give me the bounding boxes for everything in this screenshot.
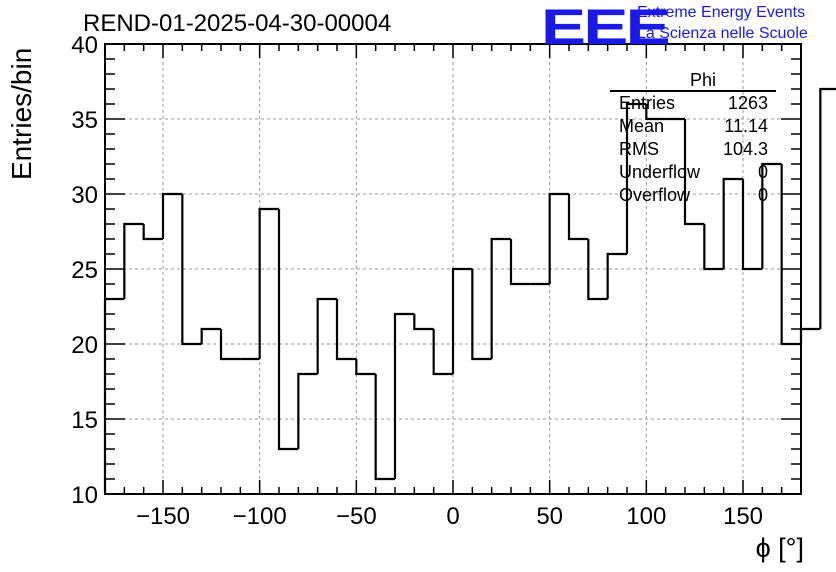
histogram-bin [219, 329, 241, 361]
stats-title: Phi [689, 70, 716, 90]
histogram-bin [277, 209, 299, 451]
x-tick-label: −50 [336, 503, 377, 530]
histogram-bin [432, 329, 453, 376]
histogram-bin [181, 194, 202, 346]
stats-label: Entries [619, 93, 676, 113]
histogram-bin [258, 207, 279, 359]
stats-divider [610, 90, 776, 92]
stats-row-mean: Mean 11.14 [610, 115, 776, 138]
chart-title: REND-01-2025-04-30-00004 [83, 10, 392, 37]
logo-line-2: La Scienza nelle Scuole [637, 25, 808, 42]
x-axis-label: ϕ [°] [755, 533, 804, 563]
stats-row-entries: Entries 1263 [610, 92, 776, 115]
histogram-bin [819, 87, 836, 329]
y-tick-label: 40 [71, 32, 98, 59]
y-tick-label: 15 [71, 407, 98, 434]
histogram-bin [722, 177, 743, 269]
y-tick-label: 35 [71, 107, 98, 134]
logo-line-1: Extreme Energy Events [637, 4, 806, 21]
y-tick-label: 10 [71, 482, 98, 509]
x-tick-label: −100 [233, 503, 287, 530]
x-tick-label: 100 [626, 503, 666, 530]
histogram-bin [587, 239, 608, 301]
histogram-bin [645, 104, 666, 121]
x-tick-label: 0 [446, 503, 459, 530]
histogram-bin [316, 297, 337, 374]
stats-row-rms: RMS 104.3 [610, 138, 776, 161]
histogram-bin [625, 102, 647, 254]
histogram-bin [161, 192, 183, 239]
stats-value: 1263 [727, 93, 768, 113]
histogram-bin [374, 374, 395, 481]
histogram-bin [509, 239, 531, 286]
histogram-bin [142, 224, 163, 241]
stats-box: Phi Entries 1263 Mean 11.14 RMS 104.3 Un… [610, 70, 776, 207]
x-tick-label: 50 [536, 503, 563, 530]
histogram-bin [683, 119, 705, 226]
stats-label: Overflow [619, 185, 691, 205]
histogram-bin [741, 179, 763, 271]
stats-value: 104.3 [722, 139, 768, 159]
x-tick-label: −150 [136, 503, 190, 530]
histogram-bin [548, 192, 569, 284]
stats-value: 11.14 [724, 116, 768, 136]
y-tick-label: 25 [71, 257, 98, 284]
histogram-bin [703, 224, 724, 271]
histogram-bin [413, 314, 434, 331]
histogram-bin [606, 252, 627, 299]
stats-row-underflow: Underflow 0 [610, 161, 776, 184]
histogram-bin [567, 194, 589, 241]
stats-label: RMS [619, 139, 659, 159]
histogram-bin [335, 299, 357, 361]
stats-value: 0 [757, 162, 768, 182]
histogram-bin [200, 327, 221, 344]
y-tick-label: 30 [71, 182, 98, 209]
x-tick-label: 150 [723, 503, 763, 530]
stats-value: 0 [757, 185, 768, 205]
histogram-bin [393, 312, 415, 479]
stats-label: Mean [619, 116, 665, 136]
histogram-bin [123, 222, 144, 299]
histogram-bin [297, 372, 318, 449]
y-axis-label: Entries/bin [6, 47, 37, 180]
histogram-bin [471, 269, 492, 361]
histogram-bin [451, 267, 473, 374]
histogram-bin [761, 162, 782, 269]
histogram-bin [355, 359, 376, 376]
eee-logo: EEE [541, 0, 671, 55]
histogram-bin [490, 237, 511, 359]
stats-row-overflow: Overflow 0 [610, 184, 776, 207]
histogram-bin [799, 327, 821, 344]
stats-label: Underflow [619, 162, 701, 182]
y-tick-label: 20 [71, 332, 98, 359]
